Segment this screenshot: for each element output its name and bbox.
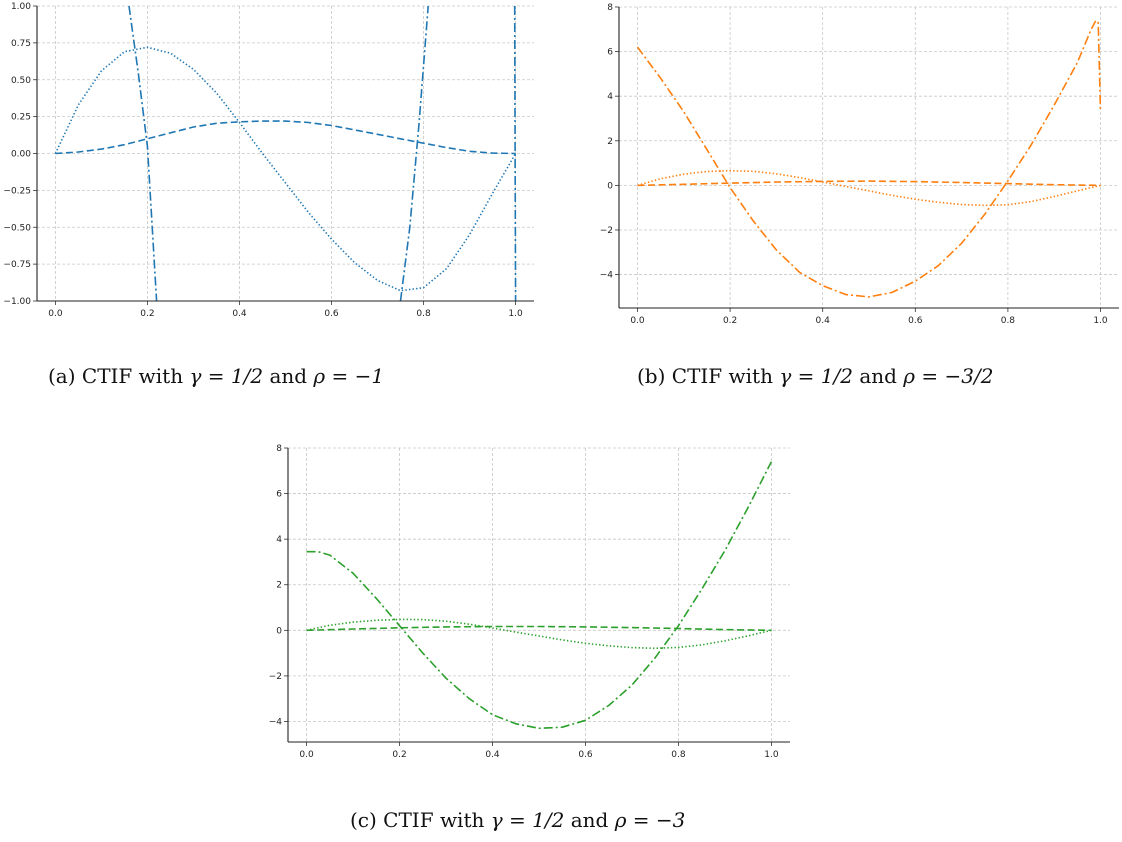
y-tick-label: 6 <box>276 490 282 500</box>
y-tick-label: 0.00 <box>11 150 31 160</box>
caption-b-gamma: γ = 1/2 <box>779 364 853 388</box>
y-tick-label: 0.75 <box>11 39 31 49</box>
series-dashdot-line <box>399 6 429 301</box>
chart-panel-a: 0.0 0.2 0.4 0.6 0.8 1.0 −1.00 −0.75 −0.50 −0.25 0.… <box>0 0 545 319</box>
x-tick-label: 0.0 <box>630 316 645 326</box>
caption-a: (a) CTIF with γ = 1/2 and ρ = −1 <box>48 364 384 388</box>
y-tick-label: 4 <box>607 92 613 102</box>
x-tick-label: 1.0 <box>764 750 779 760</box>
x-tick-label: 1.0 <box>508 309 523 319</box>
x-tick-label: 0.4 <box>485 750 500 760</box>
series-dotted-line <box>306 618 772 650</box>
caption-b-and: and <box>852 364 904 388</box>
x-tick-label: 0.0 <box>299 750 314 760</box>
x-tick-label: 0.2 <box>392 750 406 760</box>
y-tick-label: −0.50 <box>3 223 31 233</box>
caption-a-prefix: (a) CTIF with <box>48 364 190 388</box>
caption-c-and: and <box>564 808 615 832</box>
caption-a-gamma: γ = 1/2 <box>189 364 264 388</box>
series-dashdot-line <box>306 461 773 730</box>
x-tick-label: 0.8 <box>416 309 431 319</box>
chart-panel-b: 0.0 0.2 0.4 0.6 0.8 1.0 −4 −2 0 2 4 6 8 <box>590 0 1122 326</box>
x-tick-label: 0.6 <box>908 316 923 326</box>
caption-b: (b) CTIF with γ = 1/2 and ρ = −3/2 <box>637 364 993 388</box>
x-tick-label: 0.8 <box>1001 316 1016 326</box>
y-tick-label: 2 <box>276 581 282 591</box>
caption-a-and: and <box>263 364 314 388</box>
series-dashdot-line <box>513 6 517 301</box>
x-tick-label: 0.6 <box>324 309 339 319</box>
x-tick-label: 0.6 <box>578 750 593 760</box>
y-tick-label: −2 <box>600 226 613 236</box>
y-tick-label: 0 <box>276 626 282 636</box>
series-dotted-line <box>54 46 517 292</box>
y-tick-label: 0 <box>607 181 613 191</box>
series-dotted-line <box>637 169 1101 207</box>
y-tick-label: 4 <box>276 535 282 545</box>
chart-panel-c: 0.0 0.2 0.4 0.6 0.8 1.0 −4 −2 0 2 4 6 8 <box>250 437 810 767</box>
series-dashed-line <box>306 625 772 632</box>
y-tick-label: −4 <box>269 717 283 727</box>
x-tick-label: 0.8 <box>671 750 686 760</box>
y-tick-label: 1.00 <box>11 2 31 12</box>
y-tick-label: −4 <box>600 271 614 281</box>
caption-c-rho: ρ = −3 <box>614 808 686 832</box>
x-tick-label: 0.2 <box>723 316 737 326</box>
x-tick-label: 0.0 <box>48 309 63 319</box>
caption-a-rho: ρ = −1 <box>313 364 385 388</box>
y-tick-label: −1.00 <box>3 297 31 307</box>
caption-c-gamma: γ = 1/2 <box>490 808 565 832</box>
series-dashdot-line <box>636 19 1102 298</box>
y-tick-label: −0.25 <box>3 186 31 196</box>
series-dashed-line <box>637 180 1101 187</box>
y-tick-label: 0.50 <box>11 76 31 86</box>
chart-a: 0.0 0.2 0.4 0.6 0.8 1.0 −1.00 −0.75 −0.50 −0.25 0.… <box>3 2 534 319</box>
series-dashdot-line <box>128 6 158 301</box>
y-tick-label: 6 <box>607 48 613 58</box>
x-tick-label: 0.2 <box>140 309 154 319</box>
series-dashed-line <box>55 120 516 155</box>
caption-b-rho: ρ = −3/2 <box>903 364 994 388</box>
y-tick-label: 0.25 <box>11 113 31 123</box>
caption-c-prefix: (c) CTIF with <box>350 808 491 832</box>
caption-b-prefix: (b) CTIF with <box>637 364 780 388</box>
caption-c: (c) CTIF with γ = 1/2 and ρ = −3 <box>350 808 685 832</box>
chart-c: 0.0 0.2 0.4 0.6 0.8 1.0 −4 −2 0 2 4 6 8 <box>269 444 790 760</box>
y-tick-label: −0.75 <box>3 260 31 270</box>
x-tick-label: 0.4 <box>232 309 247 319</box>
x-tick-label: 0.4 <box>816 316 831 326</box>
x-tick-label: 1.0 <box>1093 316 1108 326</box>
y-tick-label: 2 <box>607 137 613 147</box>
chart-b: 0.0 0.2 0.4 0.6 0.8 1.0 −4 −2 0 2 4 6 8 <box>600 3 1119 326</box>
y-tick-label: 8 <box>276 444 282 454</box>
y-tick-label: 8 <box>607 3 613 13</box>
y-tick-label: −2 <box>269 672 282 682</box>
